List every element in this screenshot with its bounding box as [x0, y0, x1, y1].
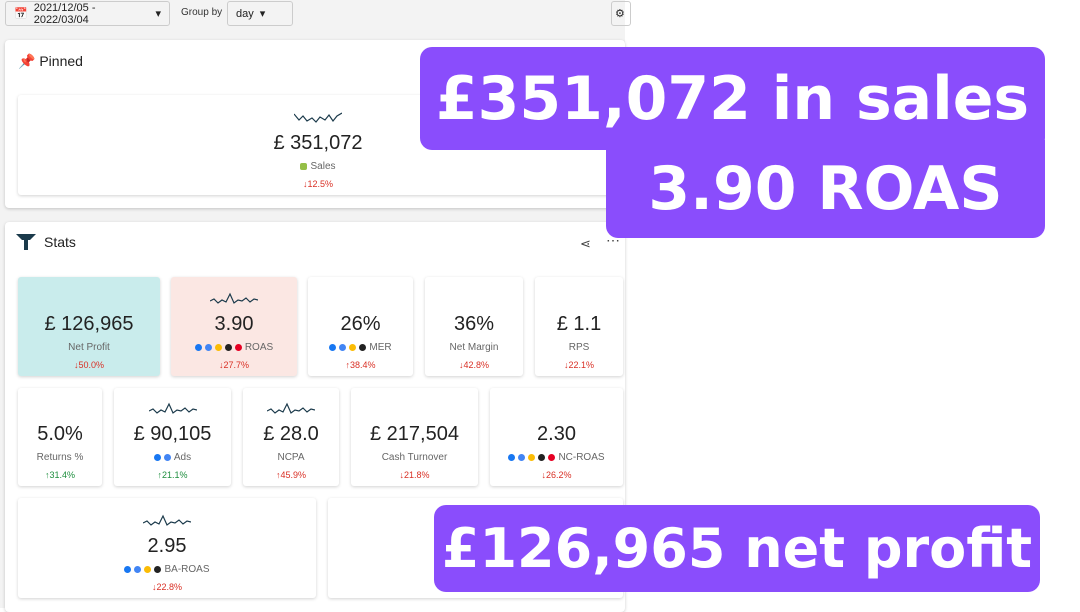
- platform-icon: [329, 344, 337, 351]
- metric-label: NCPA: [277, 452, 305, 463]
- metric-change: ↑31.4%: [44, 470, 76, 480]
- metric-label: Sales: [310, 161, 336, 172]
- platform-icon: [548, 454, 556, 461]
- metric-value: 36%: [453, 313, 495, 335]
- metric-label: RPS: [568, 342, 590, 353]
- group-by-label: Group by: [181, 7, 223, 18]
- platform-icon: [224, 344, 232, 351]
- sparkline: [148, 402, 197, 414]
- metric-label-row: Net Profit: [68, 342, 110, 353]
- stat-card[interactable]: £ 126,965 Net Profit ↓50.0%: [18, 277, 160, 376]
- share-button[interactable]: ⋖: [580, 236, 591, 251]
- pinned-title: Pinned: [39, 53, 83, 69]
- metric-value: £ 28.0: [263, 423, 319, 445]
- stat-card[interactable]: £ 90,105 Ads ↑21.1%: [114, 388, 231, 486]
- metric-label: NC-ROAS: [558, 452, 605, 463]
- metric-value: £ 217,504: [370, 423, 459, 445]
- metric-change: ↓12.5%: [302, 179, 334, 189]
- pinned-header: 📌 Pinned: [18, 53, 83, 69]
- metric-label: ROAS: [244, 342, 274, 353]
- overlay-sales: £351,072 in sales: [420, 47, 1045, 150]
- metric-value: £ 90,105: [133, 423, 212, 445]
- stat-card[interactable]: 2.95 BA-ROAS ↓22.8%: [18, 498, 316, 598]
- platform-icon: [538, 454, 546, 461]
- metric-label-row: ROAS: [194, 342, 274, 353]
- platform-icon: [528, 454, 536, 461]
- metric-change: ↑38.4%: [345, 360, 376, 370]
- metric-label-row: Ads: [153, 452, 192, 463]
- platform-icon: [153, 454, 161, 461]
- group-by: day: [236, 7, 254, 20]
- metric-label-row: Returns %: [37, 452, 84, 463]
- stat-card[interactable]: 2.30 NC-ROAS ↓26.2%: [490, 388, 623, 486]
- stat-card[interactable]: £ 217,504 Cash Turnover ↓21.8%: [351, 388, 478, 486]
- platform-icon: [124, 566, 132, 573]
- overlay-net-profit: £126,965 net profit: [434, 505, 1040, 592]
- stat-card[interactable]: 5.0% Returns % ↑31.4%: [18, 388, 102, 486]
- platform-icon: [204, 344, 212, 351]
- platform-icon: [194, 344, 202, 351]
- platform-icon: [349, 344, 357, 351]
- platform-icon: [163, 454, 171, 461]
- metric-change: ↓26.2%: [541, 470, 572, 480]
- platform-icon: [339, 344, 347, 351]
- metric-label: BA-ROAS: [164, 564, 210, 575]
- stat-card[interactable]: 26% MER ↑38.4%: [308, 277, 413, 376]
- date-picker[interactable]: 📅 2021/12/05 - 2022/03/04 ▾: [5, 1, 170, 26]
- metric-label: Cash Turnover: [381, 452, 448, 463]
- metric-change: ↓22.8%: [151, 582, 183, 592]
- sparkline: [143, 514, 191, 526]
- metric-change: ↑45.9%: [275, 470, 307, 480]
- metric-value: £ 351,072: [273, 132, 363, 154]
- metric-label-row: MER: [329, 342, 392, 353]
- platform-icon: [214, 344, 222, 351]
- platform-icon: [518, 454, 526, 461]
- metric-change: ↓22.1%: [563, 360, 595, 370]
- metric-value: £ 1.1: [556, 313, 602, 335]
- platform-icon: [154, 566, 162, 573]
- sparkline: [267, 402, 315, 414]
- stat-card[interactable]: £ 28.0 NCPA ↑45.9%: [243, 388, 339, 486]
- metric-label: MER: [369, 342, 392, 353]
- metric-change: ↓21.8%: [399, 470, 430, 480]
- platform-icon: [359, 344, 367, 351]
- metric-change: ↓42.8%: [458, 360, 490, 370]
- metric-label: Ads: [173, 452, 192, 463]
- stats-header: Stats: [16, 234, 76, 250]
- stat-card[interactable]: 3.90 ROAS ↓27.7%: [171, 277, 297, 376]
- stat-card[interactable]: 36% Net Margin ↓42.8%: [425, 277, 523, 376]
- metric-value: 3.90: [214, 313, 254, 335]
- stats-logo: [16, 234, 36, 250]
- stats-title: Stats: [44, 234, 76, 250]
- metric-change: ↑21.1%: [157, 470, 188, 480]
- platform-icon: [234, 344, 242, 351]
- metric-label-row: Cash Turnover: [382, 452, 448, 463]
- metric-label-row: NCPA: [277, 452, 304, 463]
- metric-value: 2.30: [537, 423, 576, 445]
- metric-label: Net Profit: [68, 342, 110, 353]
- metric-value: 5.0%: [37, 423, 83, 445]
- platform-icon: [134, 566, 142, 573]
- metric-value: 2.95: [147, 535, 187, 557]
- platform-icon: [144, 566, 152, 573]
- metric-label-row: NC-ROAS: [508, 452, 605, 463]
- sparkline: [210, 292, 258, 304]
- metric-label-row: RPS: [569, 342, 590, 353]
- metric-change: ↓50.0%: [73, 360, 105, 370]
- platform-icon: [508, 454, 516, 461]
- metric-value: £ 126,965: [44, 313, 134, 335]
- stat-card[interactable]: £ 1.1 RPS ↓22.1%: [535, 277, 623, 376]
- settings-button[interactable]: ⚙: [611, 1, 631, 26]
- metric-label: Net Margin: [449, 342, 499, 353]
- metric-label-row: BA-ROAS: [124, 564, 210, 575]
- metric-value: 26%: [340, 313, 381, 335]
- metric-change: ↓27.7%: [218, 360, 250, 370]
- date-range: 2021/12/05 - 2022/03/04: [33, 1, 96, 26]
- overlay-roas: 3.90 ROAS: [606, 140, 1045, 238]
- group-by-select[interactable]: day ▾: [227, 1, 293, 26]
- metric-label-row: Net Margin: [450, 342, 499, 353]
- metric-label: Returns %: [36, 452, 84, 463]
- sparkline: [294, 112, 342, 123]
